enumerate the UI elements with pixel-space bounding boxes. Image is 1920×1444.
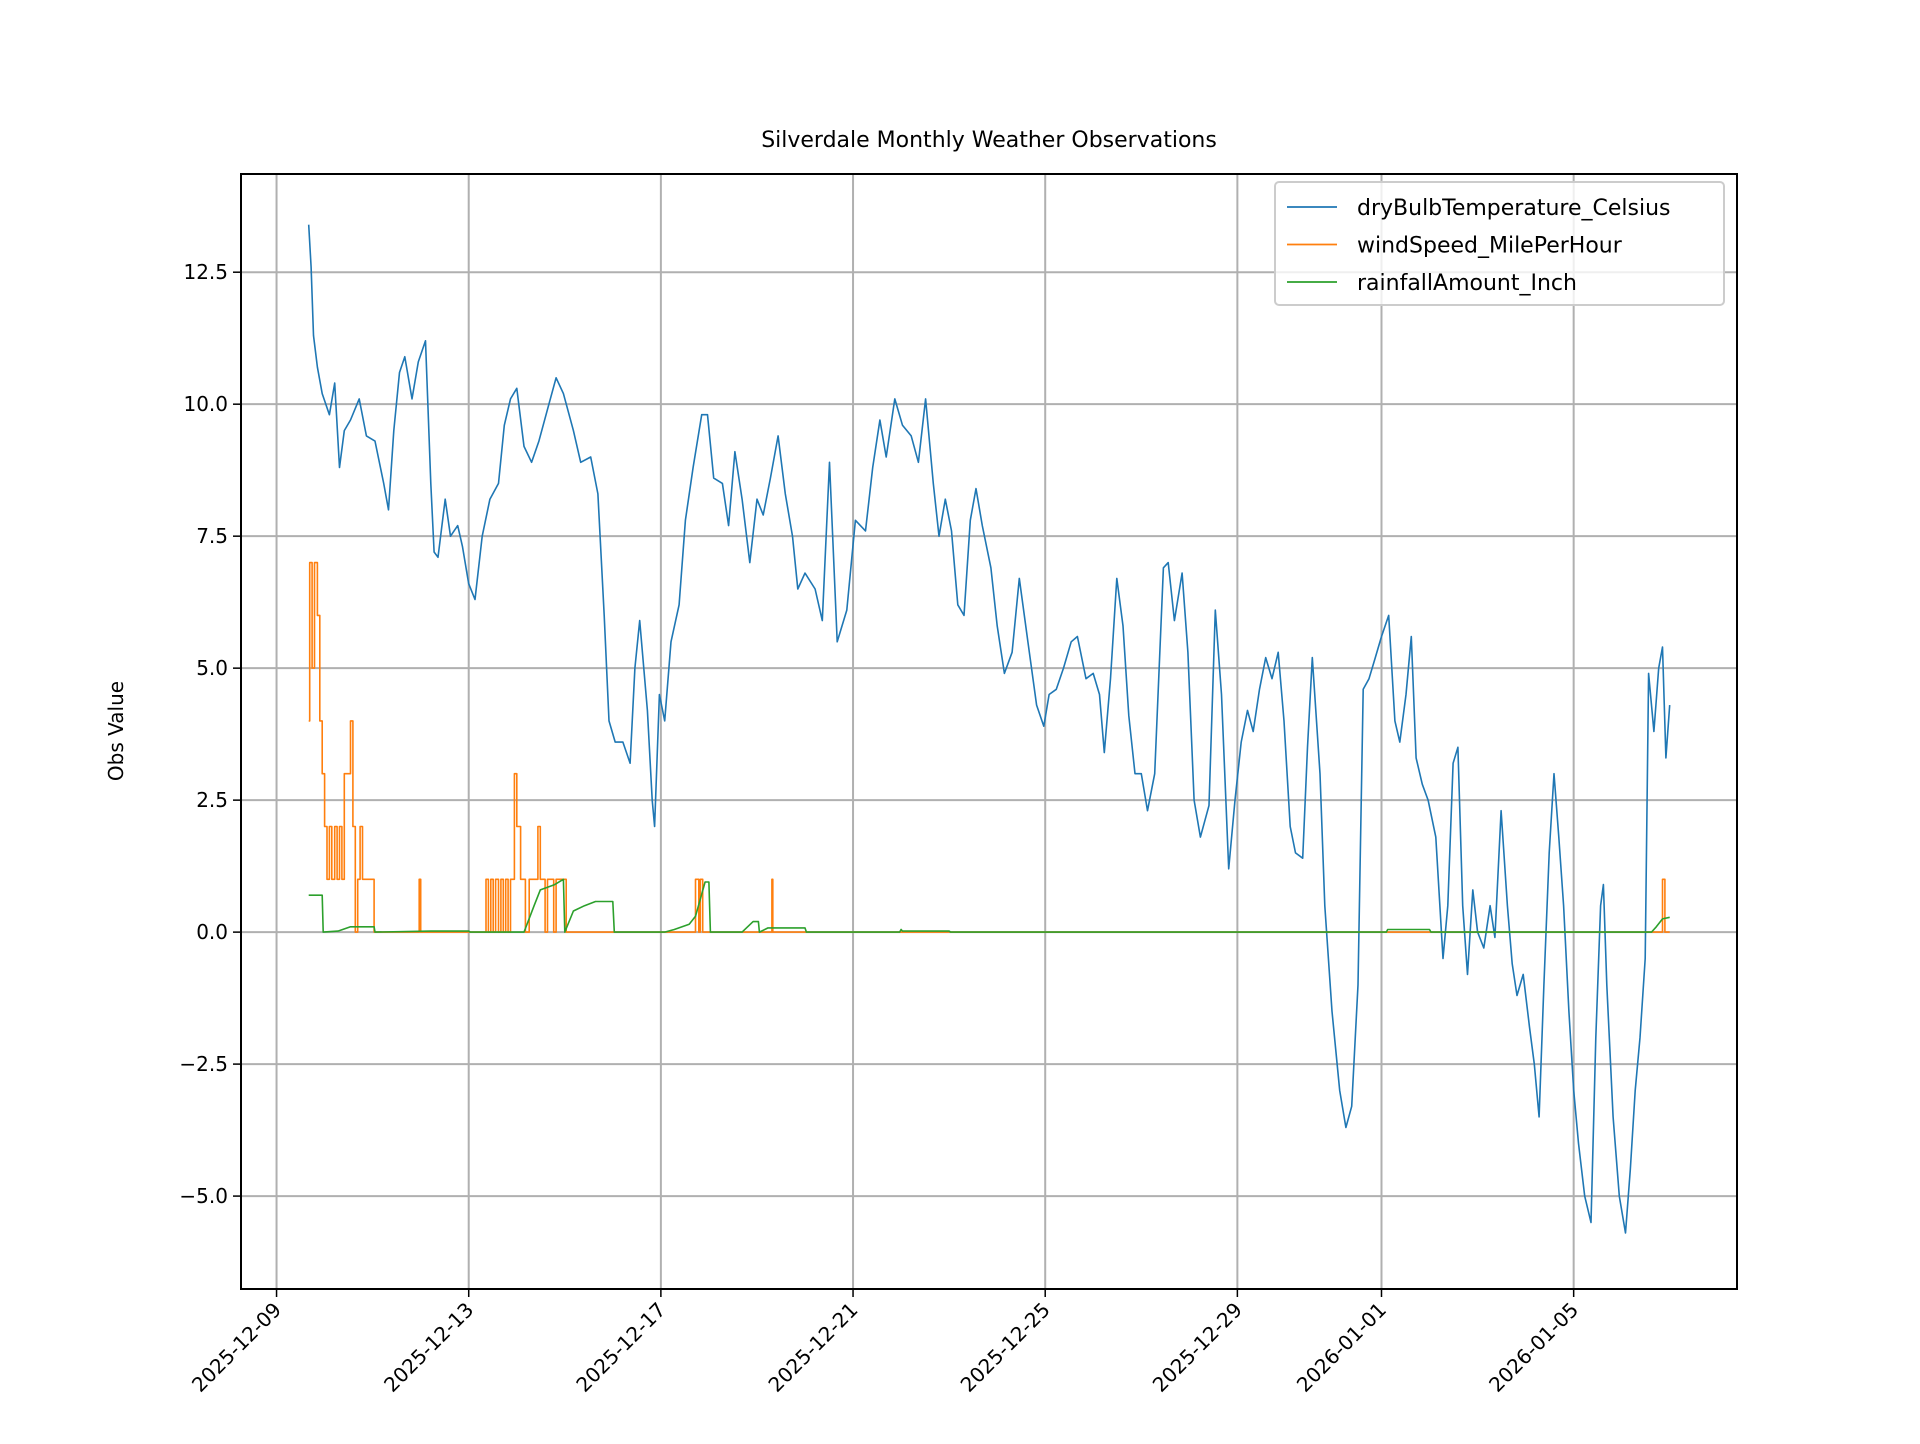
- y-tick-label: 10.0: [183, 392, 228, 416]
- legend-label: rainfallAmount_Inch: [1357, 271, 1577, 296]
- y-tick-label: 12.5: [183, 260, 228, 284]
- y-tick-label: −5.0: [179, 1184, 228, 1208]
- y-axis-label: Obs Value: [104, 681, 128, 781]
- series-line-windSpeed_MilePerHour: [308, 561, 1670, 933]
- y-tick-label: 0.0: [196, 920, 228, 944]
- legend-label: windSpeed_MilePerHour: [1357, 234, 1623, 259]
- y-tick-label: −2.5: [179, 1052, 228, 1076]
- series-line-rainfallAmount_Inch: [308, 878, 1670, 933]
- y-tick-label: 2.5: [196, 788, 228, 812]
- axes-frame: [240, 173, 1738, 1290]
- plot-area: [307, 224, 1671, 1234]
- legend-label: dryBulbTemperature_Celsius: [1357, 196, 1671, 221]
- series-line-dryBulbTemperature_Celsius: [307, 224, 1671, 1234]
- legend: dryBulbTemperature_Celsius windSpeed_Mile…: [1274, 181, 1725, 306]
- legend-box: [1274, 181, 1725, 306]
- y-tick-label: 7.5: [196, 524, 228, 548]
- chart-title: Silverdale Monthly Weather Observations: [761, 128, 1217, 153]
- y-tick-label: 5.0: [196, 656, 228, 680]
